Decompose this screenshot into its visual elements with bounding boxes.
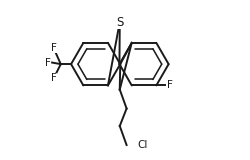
Text: F: F [45,58,51,68]
Text: F: F [51,43,57,53]
Text: Cl: Cl [137,140,147,150]
Text: F: F [167,80,172,90]
Text: S: S [116,16,124,29]
Text: F: F [51,73,57,83]
